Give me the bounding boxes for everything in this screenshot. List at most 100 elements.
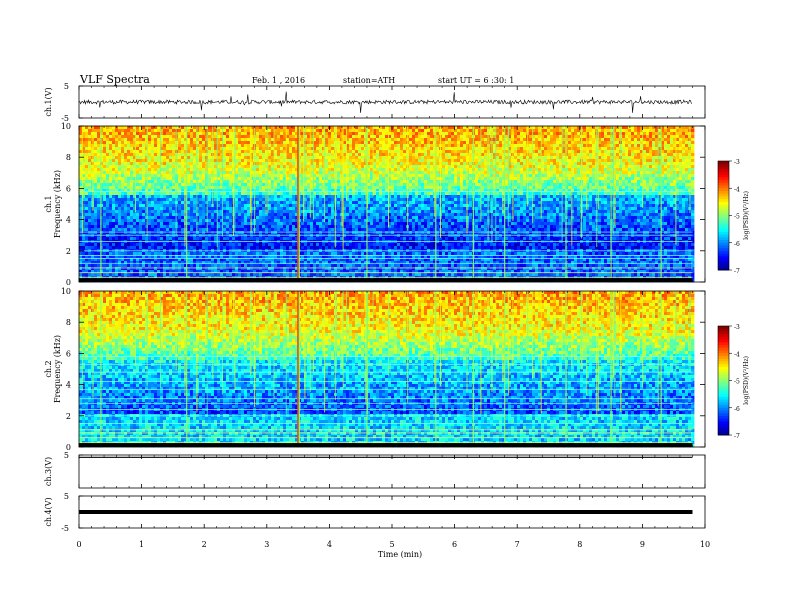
spectrogram-cell — [577, 138, 580, 141]
spectrogram-cell — [637, 135, 640, 138]
spectrogram-cell — [124, 195, 127, 198]
spectrogram-cell — [106, 171, 109, 174]
spectrogram-cell — [592, 168, 595, 171]
spectrogram-cell — [208, 138, 211, 141]
spectrogram-cell — [634, 177, 637, 180]
spectrogram-cell — [601, 168, 604, 171]
spectrogram-cell — [430, 162, 433, 165]
spectrogram-cell — [523, 186, 526, 189]
spectrogram-cell — [409, 192, 412, 195]
spectrogram-cell — [691, 138, 694, 141]
spectrogram-cell — [454, 195, 457, 198]
spectrogram-cell — [139, 144, 142, 147]
spectrogram-cell — [136, 165, 139, 168]
spectrogram-cell — [685, 126, 688, 129]
spectrogram-cell — [118, 150, 121, 153]
spectrogram-cell — [691, 192, 694, 195]
spectrogram-cell — [682, 156, 685, 159]
spectrogram-cell — [397, 159, 400, 162]
spectrogram-cell — [415, 159, 418, 162]
spectrogram-cell — [202, 150, 205, 153]
spectrogram-cell — [466, 162, 469, 165]
spectrogram-cell — [547, 168, 550, 171]
spectrogram-cell — [499, 174, 502, 177]
spectrogram-cell — [691, 153, 694, 156]
spectrogram-cell — [379, 174, 382, 177]
spectrogram-cell — [337, 132, 340, 135]
spectrogram-cell — [142, 159, 145, 162]
spectrogram-cell — [418, 180, 421, 183]
spectrogram-cell — [535, 138, 538, 141]
spectrogram-cell — [235, 183, 238, 186]
spectrogram-cell — [475, 135, 478, 138]
spectrogram-cell — [136, 138, 139, 141]
spectrogram-cell — [136, 183, 139, 186]
spectrogram-cell — [652, 132, 655, 135]
spectrogram-cell — [88, 195, 91, 198]
spectrogram-cell — [157, 138, 160, 141]
spectrogram-cell — [424, 159, 427, 162]
spectrogram-cell — [592, 135, 595, 138]
spectrogram-cell — [226, 144, 229, 147]
spectrogram-cell — [181, 171, 184, 174]
spectrogram-cell — [139, 174, 142, 177]
spectrogram-cell — [499, 177, 502, 180]
spectrogram-cell — [175, 144, 178, 147]
spectrogram-cell — [187, 180, 190, 183]
spectrogram-cell — [202, 147, 205, 150]
spectrogram-cell — [463, 132, 466, 135]
spectrogram-cell — [103, 174, 106, 177]
spectrogram-cell — [148, 168, 151, 171]
spectrogram-cell — [130, 165, 133, 168]
spectrogram-cell — [136, 132, 139, 135]
spectrogram-cell — [187, 177, 190, 180]
spectrogram-cell — [106, 165, 109, 168]
spectrogram-cell — [643, 171, 646, 174]
spectrogram-cell — [691, 162, 694, 165]
spectrogram-cell — [529, 156, 532, 159]
spectrogram-cell — [421, 141, 424, 144]
spectrogram-cell — [577, 177, 580, 180]
spectrogram-cell — [292, 153, 295, 156]
spectrogram-cell — [337, 192, 340, 195]
spectrogram-cell — [106, 138, 109, 141]
spectrogram-cell — [409, 147, 412, 150]
spectrogram-cell — [424, 171, 427, 174]
spectrogram-cell — [124, 183, 127, 186]
spectrogram-cell — [397, 147, 400, 150]
spectrogram-cell — [394, 153, 397, 156]
spectrogram-cell — [676, 174, 679, 177]
spectrogram-cell — [403, 156, 406, 159]
spectrogram-cell — [355, 177, 358, 180]
spectrogram-cell — [328, 168, 331, 171]
spectrogram-cell — [187, 150, 190, 153]
spectrogram-cell — [667, 129, 670, 132]
spectrogram-cell — [544, 141, 547, 144]
spectrogram-cell — [574, 165, 577, 168]
spectrogram-cell — [547, 138, 550, 141]
spectrogram-cell — [337, 135, 340, 138]
spectrogram-cell — [643, 126, 646, 129]
spectrogram-cell — [169, 183, 172, 186]
spectrogram-cell — [481, 168, 484, 171]
spectrogram-cell — [106, 156, 109, 159]
spectrogram-cell — [469, 150, 472, 153]
spectrogram-cell — [328, 165, 331, 168]
spectrogram-cell — [163, 141, 166, 144]
spectrogram-cell — [448, 135, 451, 138]
spectrogram-cell — [550, 183, 553, 186]
spectrogram-cell — [391, 156, 394, 159]
spectrogram-cell — [124, 186, 127, 189]
spectrogram-cell — [427, 135, 430, 138]
spectrogram-cell — [556, 180, 559, 183]
spectrogram-cell — [676, 177, 679, 180]
spectrogram-cell — [112, 159, 115, 162]
spectrogram-cell — [463, 159, 466, 162]
spectrogram-cell — [601, 165, 604, 168]
spectrogram-cell — [529, 195, 532, 198]
spectrogram-cell — [148, 153, 151, 156]
spectrogram-cell — [181, 135, 184, 138]
start-time-label: start UT = 6 :30: 1 — [438, 76, 514, 85]
spectrogram-cell — [583, 135, 586, 138]
spectrogram-cell — [172, 156, 175, 159]
